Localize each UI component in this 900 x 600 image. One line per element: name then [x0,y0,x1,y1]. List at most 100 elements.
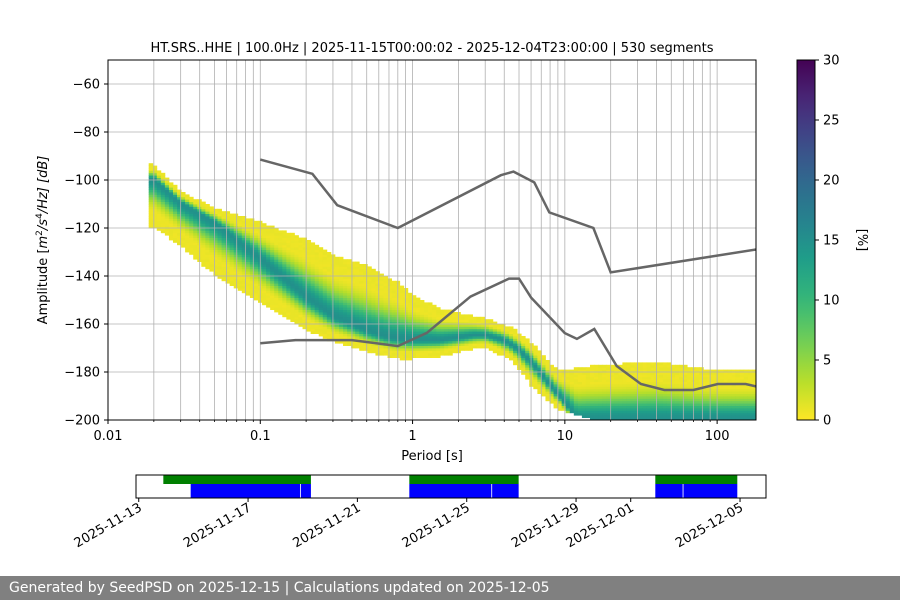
psd-cell [618,413,622,416]
psd-cell [388,353,392,356]
psd-cell [375,314,379,317]
psd-cell [222,235,226,238]
psd-cell [282,295,286,298]
psd-cell [205,230,209,233]
y-tick-label: −140 [64,270,100,285]
psd-cell [626,394,630,397]
psd-cell [254,262,258,265]
psd-cell [707,377,711,380]
psd-cell [307,326,311,329]
psd-cell [626,386,630,389]
psd-cell [469,343,473,346]
psd-cell [294,250,298,253]
psd-cell [513,362,517,365]
colorbar-tick-label: 10 [823,294,840,309]
psd-cell [408,295,412,298]
psd-cell [282,266,286,269]
psd-cell [169,221,173,224]
psd-cell [359,276,363,279]
psd-cell [298,295,302,298]
psd-cell [222,230,226,233]
psd-cell [371,326,375,329]
psd-cell [270,254,274,257]
psd-cell [432,312,436,315]
psd-cell [440,312,444,315]
psd-cell [416,298,420,301]
psd-cell [728,394,732,397]
psd-cell [307,257,311,260]
psd-cell [169,233,173,236]
psd-cell [173,223,177,226]
psd-cell [290,302,294,305]
psd-cell [181,221,185,224]
psd-cell [311,295,315,298]
psd-cell [679,396,683,399]
psd-cell [201,206,205,209]
psd-cell [699,367,703,370]
psd-cell [149,163,153,166]
psd-cell [452,350,456,353]
psd-cell [473,326,477,329]
psd-cell [218,266,222,269]
psd-cell [327,314,331,317]
psd-cell [270,300,274,303]
psd-cell [590,389,594,392]
psd-cell [266,276,270,279]
psd-cell [489,346,493,349]
psd-cell [209,230,213,233]
psd-cell [262,295,266,298]
psd-cell [687,374,691,377]
psd-cell [440,350,444,353]
psd-cell [153,199,157,202]
psd-cell [578,389,582,392]
psd-cell [505,331,509,334]
psd-cell [505,341,509,344]
psd-cell [622,394,626,397]
psd-cell [562,384,566,387]
psd-cell [319,281,323,284]
psd-cell [720,374,724,377]
psd-cell [298,312,302,315]
psd-cell [169,204,173,207]
psd-cell [388,329,392,332]
psd-cell [578,410,582,413]
psd-cell [683,377,687,380]
psd-cell [436,334,440,337]
psd-cell [185,245,189,248]
psd-cell [238,266,242,269]
psd-cell [586,389,590,392]
psd-cell [497,350,501,353]
psd-cell [169,202,173,205]
psd-cell [622,413,626,416]
psd-cell [594,415,598,418]
psd-cell [400,326,404,329]
psd-cell [384,300,388,303]
psd-cell [529,382,533,385]
psd-cell [209,266,213,269]
psd-cell [205,247,209,250]
psd-cell [201,247,205,250]
psd-cell [643,408,647,411]
psd-cell [594,410,598,413]
psd-cell [165,230,169,233]
psd-cell [570,386,574,389]
psd-cell [744,374,748,377]
psd-cell [282,242,286,245]
psd-cell [311,269,315,272]
psd-cell [347,331,351,334]
psd-cell [218,245,222,248]
psd-cell [294,286,298,289]
availability-blue-span [409,484,491,498]
psd-cell [533,382,537,385]
psd-cell [630,362,634,365]
psd-cell [355,317,359,320]
psd-cell [388,314,392,317]
psd-cell [367,326,371,329]
psd-cell [711,398,715,401]
psd-cell [189,252,193,255]
psd-cell [169,228,173,231]
psd-cell [286,290,290,293]
psd-cell [505,353,509,356]
psd-cell [659,372,663,375]
psd-cell [274,252,278,255]
